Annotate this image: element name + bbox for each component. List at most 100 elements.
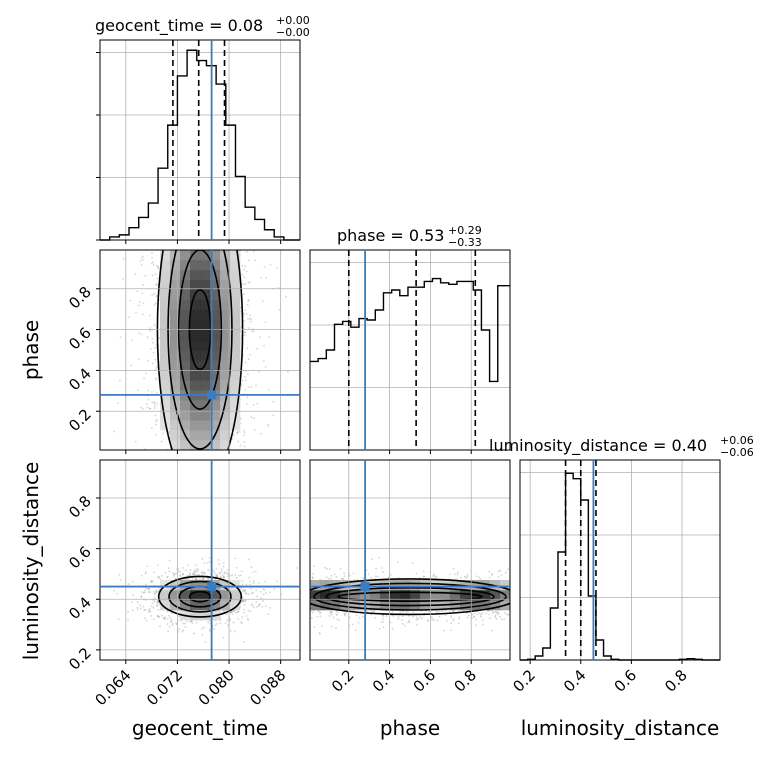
sample-point xyxy=(451,619,454,622)
sample-point xyxy=(184,626,187,628)
sample-point xyxy=(154,414,157,417)
sample-point xyxy=(153,292,155,295)
sample-point xyxy=(142,302,145,305)
sample-point xyxy=(233,630,236,633)
density-cell xyxy=(210,440,221,450)
sample-point xyxy=(453,618,455,621)
sample-point xyxy=(260,591,263,593)
hist-bar xyxy=(543,648,551,660)
sample-point xyxy=(122,277,124,280)
sample-point xyxy=(257,605,260,607)
sample-point xyxy=(151,337,154,340)
sample-point xyxy=(113,430,115,433)
sample-point xyxy=(247,259,250,262)
sample-point xyxy=(236,432,239,435)
sample-point xyxy=(189,569,192,572)
sample-point xyxy=(344,611,347,614)
density-cell xyxy=(170,380,181,391)
sample-point xyxy=(256,595,258,598)
sample-point xyxy=(321,624,324,627)
sample-point xyxy=(412,615,414,618)
sample-point xyxy=(193,570,196,573)
sample-point xyxy=(473,612,476,615)
sample-point xyxy=(354,629,357,632)
sample-point xyxy=(222,562,225,565)
sample-point xyxy=(507,613,510,616)
sample-point xyxy=(504,571,507,574)
sample-point xyxy=(144,571,147,574)
sample-point xyxy=(237,440,240,443)
density-cell xyxy=(210,360,221,371)
sample-point xyxy=(389,573,392,576)
sample-point xyxy=(150,427,153,430)
sample-point xyxy=(113,589,115,592)
sample-point xyxy=(152,571,155,574)
density-cell xyxy=(230,280,241,291)
sample-point xyxy=(319,612,322,614)
contour-line xyxy=(337,591,483,602)
sample-point xyxy=(253,250,255,253)
hist-bar xyxy=(367,320,375,450)
sample-point xyxy=(220,570,223,573)
sample-point xyxy=(172,571,174,574)
sample-point xyxy=(137,358,140,360)
hist-bar xyxy=(351,327,359,450)
sample-point xyxy=(242,590,244,593)
sample-point xyxy=(328,568,331,571)
sample-point xyxy=(430,616,433,619)
sample-point xyxy=(232,610,235,613)
sample-point xyxy=(154,302,157,305)
sample-point xyxy=(263,266,266,268)
sample-point xyxy=(116,592,119,595)
sample-point xyxy=(268,336,271,339)
sample-point xyxy=(189,619,192,622)
sample-point xyxy=(341,577,343,580)
density-cell xyxy=(190,330,201,341)
sample-point xyxy=(140,333,143,336)
density-cell xyxy=(210,340,221,351)
sample-point xyxy=(408,621,411,624)
sample-point xyxy=(244,588,247,591)
sample-point xyxy=(200,572,203,574)
x-tick-label: 0.2 xyxy=(509,666,539,696)
density-cell xyxy=(170,440,181,450)
hist-bar xyxy=(449,284,457,450)
sample-point xyxy=(358,617,361,619)
sample-point xyxy=(155,283,157,286)
sample-point xyxy=(154,358,157,361)
sample-point xyxy=(155,434,158,436)
sample-point xyxy=(250,318,252,321)
density-cell xyxy=(470,600,481,611)
hist-bar xyxy=(235,176,245,240)
hist-bar xyxy=(588,596,596,660)
sample-point xyxy=(246,303,249,306)
density-cell xyxy=(230,310,241,321)
sample-point xyxy=(423,614,425,617)
hist-bar xyxy=(255,219,265,240)
sample-point xyxy=(153,401,156,404)
density-cell xyxy=(200,270,211,281)
density-cell xyxy=(440,580,451,591)
sample-point xyxy=(168,430,171,433)
sample-point xyxy=(153,600,156,603)
density-cell xyxy=(220,360,231,371)
sample-point xyxy=(249,580,252,583)
title-phase: phase = 0.53 xyxy=(337,226,444,245)
sample-point xyxy=(185,577,188,580)
sample-point xyxy=(153,402,156,405)
density-cell xyxy=(220,310,231,321)
sample-point xyxy=(156,604,159,607)
sample-point xyxy=(316,615,319,618)
sample-point xyxy=(490,574,493,576)
sample-point xyxy=(250,603,253,606)
sample-point xyxy=(336,614,338,616)
sample-point xyxy=(441,610,444,613)
sample-point xyxy=(156,277,159,280)
sample-point xyxy=(458,616,461,619)
sample-point xyxy=(296,567,299,569)
sample-point xyxy=(503,618,506,621)
sample-point xyxy=(202,577,205,580)
sample-point xyxy=(166,623,169,625)
sample-point xyxy=(153,324,156,327)
sample-point xyxy=(145,587,148,590)
